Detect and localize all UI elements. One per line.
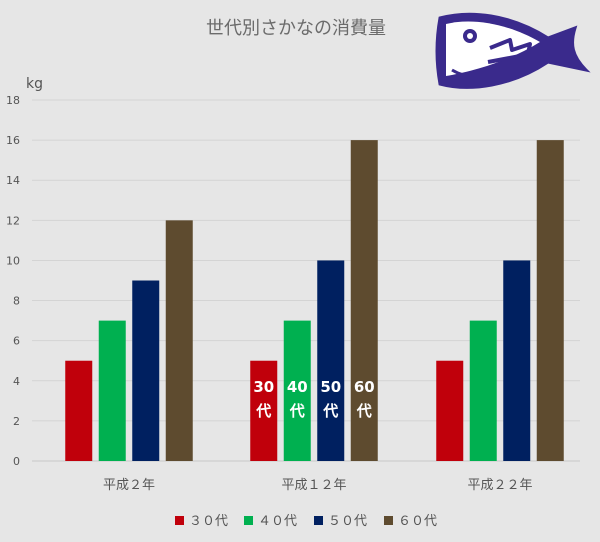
bar-data-label: 代 [356, 402, 372, 420]
bar [98, 320, 126, 461]
legend-entry: ４０代 [258, 514, 297, 529]
fish-icon [435, 12, 591, 89]
bar-labels: 30 代 40 代 50 代 60 代 [253, 378, 374, 420]
legend-swatch [314, 516, 323, 525]
legend-swatch [175, 516, 184, 525]
bar [132, 280, 160, 461]
bar [536, 140, 564, 461]
bar [165, 220, 193, 461]
bar [65, 360, 93, 461]
y-tick-label: 16 [6, 134, 20, 147]
bar [503, 260, 531, 461]
y-tick-label: 8 [13, 295, 20, 308]
bar [350, 140, 378, 461]
x-tick-label: 平成２年 [103, 478, 155, 493]
legend-swatch [384, 516, 393, 525]
x-tick-label: 平成２２年 [467, 478, 532, 493]
legend: ３０代 ４０代 ５０代 ６０代 [175, 514, 437, 529]
bar-data-label: 代 [322, 402, 338, 420]
bar-data-label: 50 [320, 378, 341, 396]
y-tick-label: 6 [13, 335, 20, 348]
legend-entry: ６０代 [398, 514, 437, 529]
bar-data-label: 40 [287, 378, 308, 396]
y-tick-label: 12 [6, 214, 20, 227]
bar [250, 360, 278, 461]
legend-entry: ３０代 [189, 514, 228, 529]
bar [283, 320, 311, 461]
legend-swatch [244, 516, 253, 525]
bar-data-label: 代 [289, 402, 305, 420]
y-tick-label: 0 [13, 455, 20, 468]
bar [436, 360, 464, 461]
x-tick-label: 平成１２年 [281, 478, 346, 493]
y-axis-unit: kg [26, 76, 43, 92]
bar-data-label: 代 [255, 402, 271, 420]
bars: 平成２年 平成１２年 平成２２年 [65, 140, 564, 493]
y-tick-label: 14 [6, 174, 20, 187]
bar [317, 260, 345, 461]
y-tick-label: 2 [13, 415, 20, 428]
bar [469, 320, 497, 461]
y-tick-label: 4 [13, 375, 20, 388]
y-tick-label: 18 [6, 94, 20, 107]
bar-data-label: 60 [354, 378, 375, 396]
bar-data-label: 30 [253, 378, 274, 396]
chart-title: 世代別さかなの消費量 [206, 18, 386, 39]
legend-entry: ５０代 [328, 514, 367, 529]
y-tick-label: 10 [6, 254, 20, 267]
